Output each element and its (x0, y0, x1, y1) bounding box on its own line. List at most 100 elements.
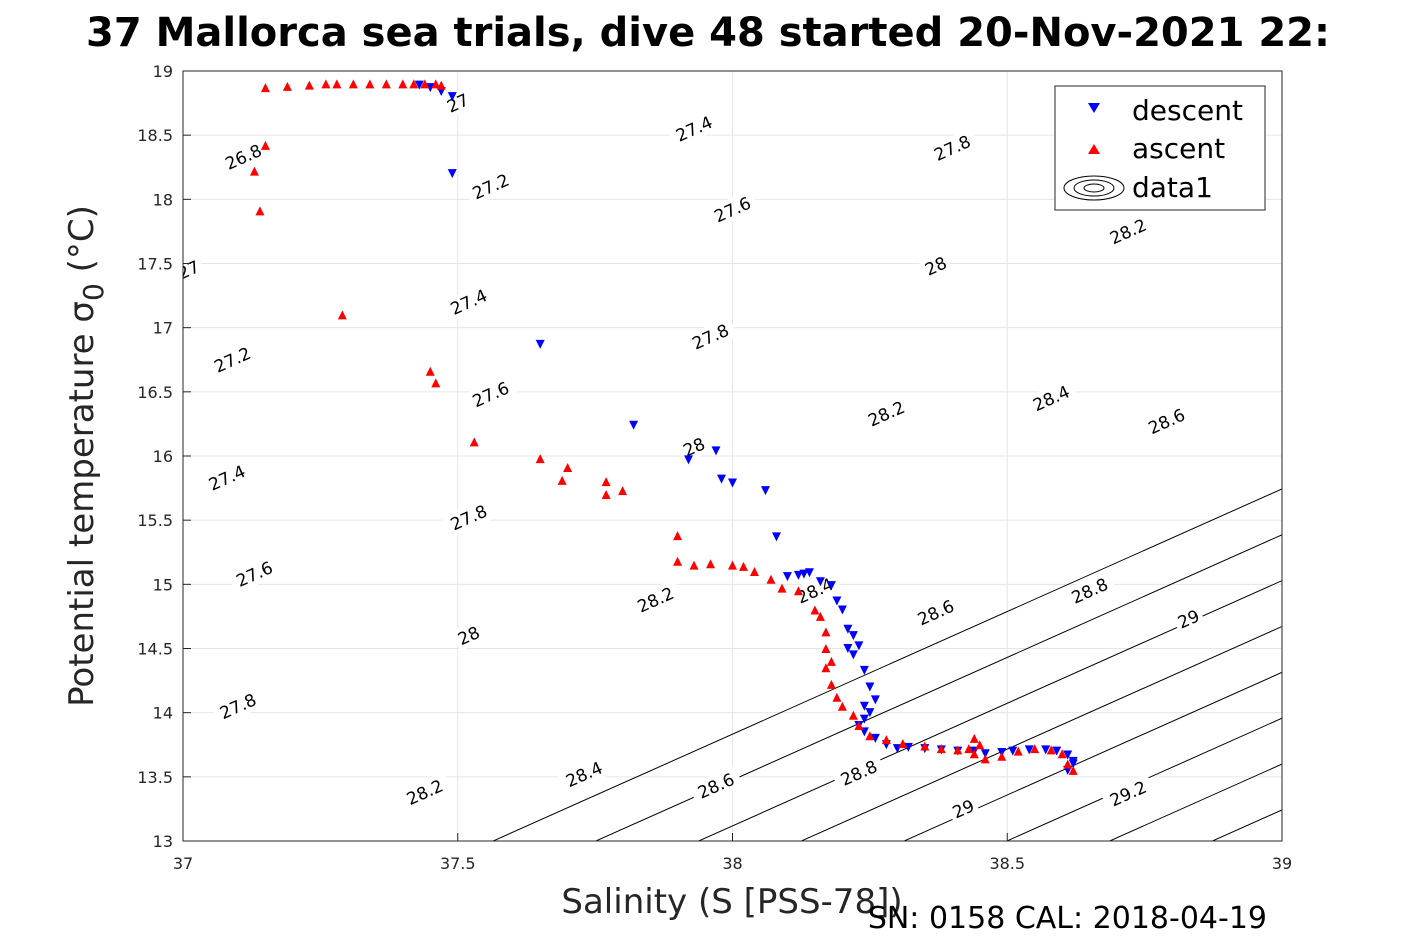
ascent-point (673, 531, 683, 541)
descent-point (447, 169, 457, 179)
y-tick-label: 16.5 (137, 383, 173, 402)
contour-label-text: 27.8 (217, 690, 260, 724)
ascent-point (332, 79, 342, 89)
descent-point (1008, 746, 1018, 756)
ascent-point (673, 556, 683, 566)
contour-label: 27 (440, 87, 476, 119)
ascent-point (1030, 744, 1040, 754)
x-tick-label: 37 (173, 854, 193, 873)
descent-point (535, 339, 545, 349)
ascent-point (431, 79, 441, 89)
ascent-point (425, 366, 435, 376)
contour-label-bg (688, 765, 744, 807)
ascent-point (381, 79, 391, 89)
contour-label: 28.6 (908, 592, 964, 633)
y-tick-label: 15 (153, 575, 173, 594)
ascent-point (601, 477, 611, 487)
chart-title: 37 Mallorca sea trials, dive 48 started … (86, 10, 1330, 56)
series-descent (414, 80, 1078, 775)
legend-label-ascent: ascent (1132, 132, 1225, 165)
ascent-point (826, 656, 836, 666)
y-tick-label: 15.5 (137, 511, 173, 530)
descent-point (859, 701, 869, 711)
contour-label-bg (1062, 570, 1117, 611)
contour-label: 28.2 (1100, 211, 1156, 252)
contour-line-27.2 (1377, 7, 1417, 905)
contour-label: 28.6 (688, 765, 744, 807)
x-tick-label: 39 (1272, 854, 1292, 873)
descent-point (826, 581, 836, 591)
ascent-point (848, 710, 858, 720)
contour-line-28.6 (800, 625, 1282, 841)
contour-label-bg (463, 374, 519, 415)
contour-label-bg (556, 754, 612, 795)
contour-label-bg (227, 553, 282, 595)
ascent-point (618, 486, 628, 496)
x-tick-label: 37.5 (440, 854, 476, 873)
descent-point (782, 572, 792, 582)
contour-label: 27.8 (441, 497, 497, 538)
contour-label-text: 28.2 (635, 584, 678, 618)
contour-label-text: 28.6 (695, 770, 738, 804)
y-axis-label: Potential temperature σ0 (°C) (62, 205, 110, 707)
ascent-point (557, 475, 567, 485)
x-axis-ticks: 37 37.5 38 38.5 39 (173, 833, 1292, 873)
y-tick-label: 13 (153, 832, 173, 851)
contour-label: 27.4 (666, 108, 722, 149)
ascent-point (749, 567, 759, 576)
y-axis-label-unit: (°C) (62, 205, 102, 283)
ascent-point (777, 583, 787, 593)
descent-point (447, 92, 457, 102)
y-tick-label: 17 (153, 319, 173, 338)
y-tick-label: 18 (153, 190, 173, 209)
ascent-point (1063, 759, 1073, 769)
contour-label: 27.8 (210, 686, 266, 727)
contour-label-bg (1100, 211, 1156, 252)
contour-label-bg (946, 793, 981, 825)
descent-point (414, 80, 424, 90)
descent-point (848, 631, 858, 641)
contour-label-bg (199, 457, 255, 499)
y-axis-label-sub: 0 (77, 283, 110, 301)
ascent-point (689, 560, 699, 570)
contour-line-27.4 (1274, 7, 1417, 905)
contour-label: 27.4 (199, 457, 255, 499)
series-ascent (249, 79, 1078, 775)
x-tick-label: 38.5 (989, 854, 1025, 873)
x-axis-label: Salinity (S [PSS-78]) (561, 882, 902, 922)
ascent-point (398, 79, 408, 89)
ascent-point (255, 206, 265, 216)
descent-point (815, 577, 825, 587)
contour-label-bg (216, 136, 271, 178)
ascent-point (793, 586, 803, 596)
contour-label-text: 28.6 (1146, 405, 1189, 439)
descent-point (980, 749, 990, 759)
contour-label-bg (451, 619, 487, 652)
y-tick-label: 19 (153, 62, 173, 81)
descent-point (865, 682, 875, 692)
contour-label: 27 (183, 254, 206, 286)
descent-point (854, 641, 864, 651)
ascent-point (865, 731, 875, 741)
y-tick-label: 14 (153, 704, 173, 723)
descent-point (711, 446, 721, 456)
ascent-point (832, 692, 842, 702)
descent-point (684, 455, 694, 465)
contour-label-text: 28.2 (865, 398, 908, 432)
contour-label-bg (441, 497, 497, 538)
descent-point (865, 708, 875, 718)
descent-point (799, 569, 809, 579)
ascent-point (920, 741, 930, 751)
ascent-point (980, 754, 990, 764)
contour-label-text: 27.6 (233, 558, 276, 592)
contour-label-bg (397, 771, 453, 813)
legend-marker-descent (1088, 103, 1100, 113)
contour-label: 27.6 (227, 553, 282, 595)
legend-marker-ascent (1088, 144, 1100, 154)
ascent-point (997, 751, 1007, 761)
contour-label-bg (676, 431, 712, 463)
contour-label-text: 29.2 (1107, 778, 1150, 812)
contour-label: 29.2 (1100, 773, 1156, 814)
y-tick-label: 16 (153, 447, 173, 466)
